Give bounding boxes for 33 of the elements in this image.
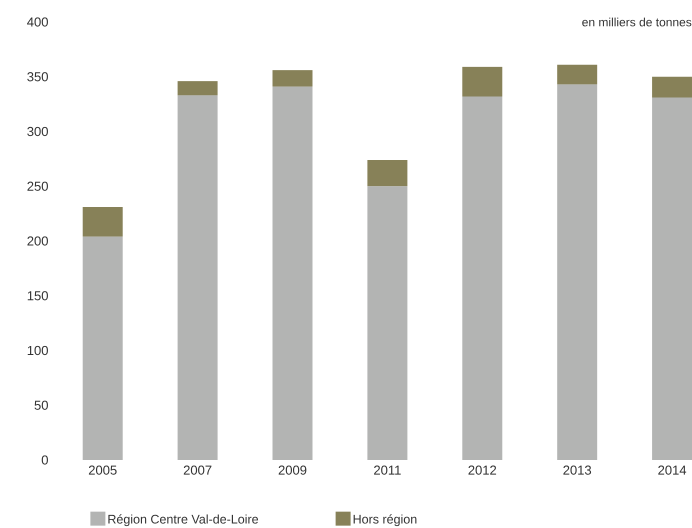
y-tick-label: 150 [28,291,48,300]
x-tick-label: 2007 [184,466,212,475]
bar [178,81,218,96]
bar [82,236,123,460]
legend-label: Hors région [354,514,416,526]
bar [178,95,218,460]
x-tick-label: 2009 [278,466,306,475]
bar [557,84,598,460]
bar [367,160,408,186]
y-tick-label: 100 [28,346,48,356]
y-tick-label: 50 [34,400,48,410]
y-tick-label: 400 [27,17,48,27]
bar [557,64,598,84]
bar [652,76,692,98]
x-tick-label: 2005 [88,466,117,475]
bar [272,86,312,460]
bar [462,96,502,460]
bar [367,186,408,460]
y-tick-label: 0 [42,455,48,465]
x-tick-label: 2014 [658,466,686,475]
y-tick-label: 300 [27,126,48,136]
x-tick-label: 2013 [563,466,592,475]
x-tick-label: 2012 [468,466,496,475]
annotation: en milliers de tonnes [582,18,692,26]
y-tick-label: 250 [27,182,48,191]
y-tick-label: 200 [27,236,48,246]
bar [272,70,312,87]
bar [652,98,692,460]
y-tick-label: 350 [27,72,48,82]
legend-label: Région Centre Val-de-Loire [108,514,258,526]
x-tick-label: 2011 [374,466,401,475]
bar [462,66,502,96]
bar [82,207,123,237]
